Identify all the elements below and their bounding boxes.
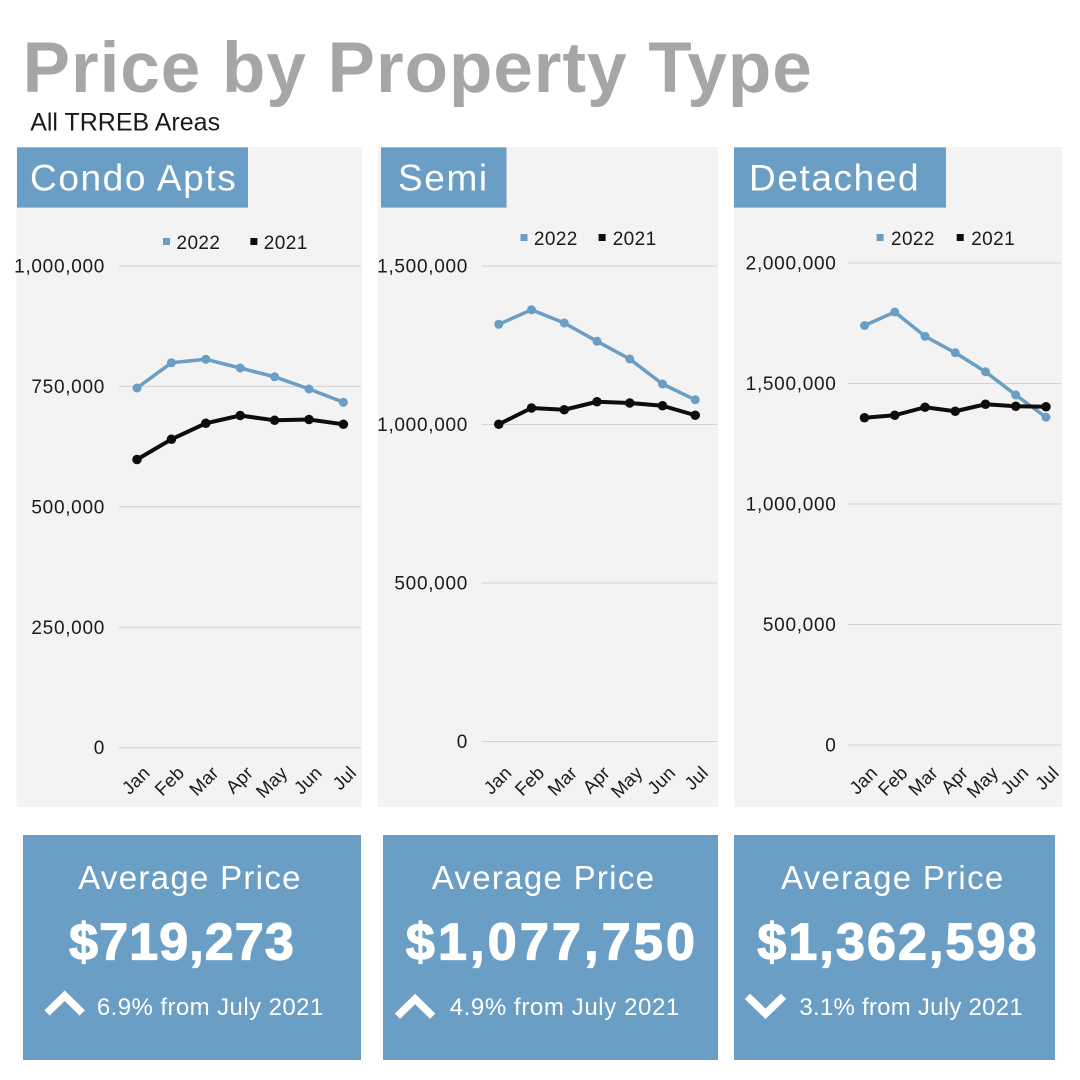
svg-text:Condo Apts: Condo Apts <box>30 158 237 199</box>
svg-text:$1,077,750: $1,077,750 <box>406 914 698 972</box>
svg-text:1,000,000: 1,000,000 <box>14 257 105 278</box>
svg-text:2022: 2022 <box>891 229 935 250</box>
svg-text:3.1% from July 2021: 3.1% from July 2021 <box>799 994 1023 1021</box>
svg-text:250,000: 250,000 <box>31 618 105 639</box>
svg-text:Detached: Detached <box>749 158 920 199</box>
svg-text:2021: 2021 <box>971 229 1015 250</box>
svg-text:2021: 2021 <box>613 229 657 250</box>
svg-text:1,500,000: 1,500,000 <box>746 374 837 395</box>
svg-text:Average Price: Average Price <box>781 859 1005 896</box>
svg-text:Average Price: Average Price <box>78 859 302 896</box>
svg-text:6.9% from July 2021: 6.9% from July 2021 <box>97 994 324 1021</box>
svg-text:0: 0 <box>825 736 836 757</box>
svg-text:500,000: 500,000 <box>31 497 105 518</box>
svg-text:750,000: 750,000 <box>31 377 105 398</box>
svg-text:0: 0 <box>94 738 105 759</box>
svg-text:1,000,000: 1,000,000 <box>746 495 837 516</box>
svg-text:0: 0 <box>457 732 468 753</box>
svg-text:2022: 2022 <box>177 233 221 254</box>
svg-text:4.9% from July 2021: 4.9% from July 2021 <box>450 994 680 1021</box>
svg-text:1,000,000: 1,000,000 <box>377 415 468 436</box>
svg-text:Semi: Semi <box>398 158 489 199</box>
svg-text:Price by Property Type: Price by Property Type <box>23 29 813 108</box>
svg-text:$1,362,598: $1,362,598 <box>757 914 1038 972</box>
svg-text:1,500,000: 1,500,000 <box>377 257 468 278</box>
svg-text:2021: 2021 <box>264 233 308 254</box>
svg-text:500,000: 500,000 <box>763 615 837 636</box>
svg-text:Average Price: Average Price <box>432 859 656 896</box>
svg-text:$719,273: $719,273 <box>69 914 295 972</box>
svg-text:All TRREB Areas: All TRREB Areas <box>30 109 220 137</box>
svg-text:2,000,000: 2,000,000 <box>746 254 837 275</box>
svg-text:500,000: 500,000 <box>394 574 468 595</box>
svg-text:2022: 2022 <box>534 229 578 250</box>
